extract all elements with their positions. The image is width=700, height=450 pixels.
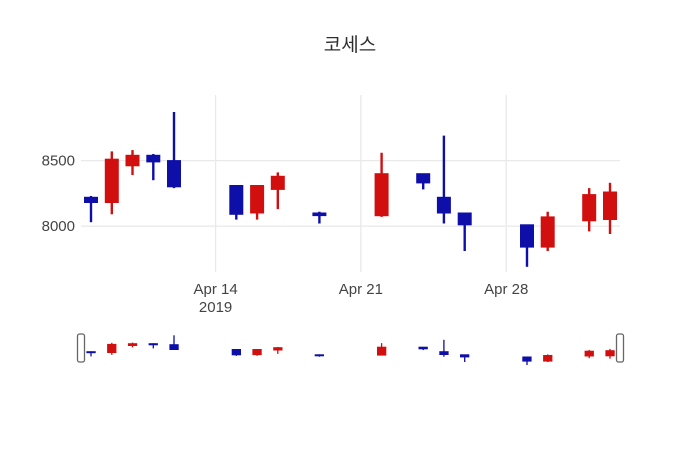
mini-candle-2019-04-12 — [169, 335, 179, 351]
candle-2019-04-25[interactable] — [436, 135, 451, 224]
candle-2019-04-10[interactable] — [125, 150, 140, 175]
x-tick-label-apr14: Apr 14 — [193, 281, 237, 298]
mini-candle-body — [86, 351, 96, 354]
candle-body — [520, 224, 534, 248]
candle-2019-04-26[interactable] — [457, 212, 472, 251]
mini-candle-body — [273, 347, 283, 351]
candle-body — [603, 191, 617, 220]
candle-body — [416, 173, 431, 184]
rangeslider-left-handle[interactable] — [76, 333, 86, 363]
candle-body — [582, 194, 597, 222]
candle-body — [125, 154, 140, 167]
candle-2019-04-17[interactable] — [270, 172, 285, 210]
mini-candle-body — [107, 343, 117, 353]
mini-candle-body — [127, 343, 138, 347]
x-axis-tick-labels: Apr 14 2019 Apr 21 Apr 28 — [193, 281, 528, 316]
mini-candle-body — [584, 350, 594, 357]
candle-2019-05-03[interactable] — [603, 182, 617, 234]
mini-candle-2019-04-26 — [459, 354, 470, 362]
candle-2019-04-30[interactable] — [540, 211, 555, 251]
candle-2019-05-02[interactable] — [582, 188, 597, 232]
rangeslider — [76, 328, 625, 370]
candle-2019-04-09[interactable] — [104, 151, 119, 215]
candle-body — [270, 175, 285, 190]
mini-candle-body — [439, 351, 449, 356]
candles-group — [84, 112, 617, 267]
mini-candle-body — [418, 346, 428, 350]
mini-candle-body — [169, 344, 179, 351]
mini-candle-body — [459, 354, 470, 358]
mini-candle-body — [543, 354, 553, 362]
mini-candle-2019-05-03 — [605, 348, 615, 359]
candle-2019-04-22[interactable] — [374, 152, 389, 217]
mini-candle-2019-04-24 — [418, 346, 428, 351]
mini-candle-2019-04-17 — [273, 346, 283, 354]
y-tick-label-8000: 8000 — [42, 218, 75, 235]
mini-candle-body — [148, 343, 158, 346]
candle-body — [84, 196, 98, 204]
mini-candle-2019-04-15 — [231, 348, 242, 356]
candle-body — [229, 185, 244, 215]
candle-2019-04-19[interactable] — [312, 211, 327, 224]
y-axis-tick-labels: 8500 8000 — [42, 153, 75, 236]
mini-candle-body — [314, 354, 325, 357]
candle-2019-04-15[interactable] — [229, 185, 244, 220]
x-tick-label-year-2019: 2019 — [199, 299, 232, 316]
x-tick-label-apr21: Apr 21 — [339, 281, 383, 298]
mini-candle-body — [522, 356, 532, 362]
rangeslider-mini-chart — [86, 335, 615, 365]
candle-body — [146, 154, 161, 163]
candle-2019-04-29[interactable] — [520, 224, 534, 267]
candle-body — [104, 158, 119, 203]
mini-candle-2019-04-11 — [148, 343, 158, 349]
mini-candle-2019-04-16 — [252, 348, 262, 356]
candle-2019-04-12[interactable] — [167, 112, 181, 189]
mini-candle-2019-04-29 — [522, 356, 532, 365]
mini-candle-2019-04-19 — [314, 354, 325, 357]
mini-candle-2019-04-09 — [107, 342, 117, 355]
candle-body — [457, 212, 472, 226]
mini-candle-2019-04-30 — [543, 354, 553, 362]
rangeslider-track[interactable] — [81, 328, 620, 370]
candle-2019-04-24[interactable] — [416, 173, 431, 190]
candle-body — [312, 212, 327, 217]
x-tick-label-apr28: Apr 28 — [484, 281, 528, 298]
mini-candle-body — [605, 350, 615, 357]
candle-2019-04-16[interactable] — [250, 185, 265, 220]
mini-candle-2019-04-22 — [376, 343, 387, 356]
candle-body — [374, 173, 389, 217]
y-tick-label-8500: 8500 — [42, 153, 75, 170]
mini-candle-body — [376, 346, 387, 356]
plot-area[interactable] — [81, 95, 620, 272]
candle-body — [540, 216, 555, 248]
mini-candle-2019-04-25 — [439, 339, 449, 357]
candle-body — [250, 185, 265, 214]
candle-body — [436, 196, 451, 214]
candle-2019-04-08[interactable] — [84, 196, 98, 223]
candle-2019-04-11[interactable] — [146, 154, 161, 181]
mini-candle-body — [231, 348, 242, 356]
mini-candle-2019-04-08 — [86, 351, 96, 357]
candle-body — [167, 160, 181, 188]
mini-candle-body — [252, 348, 262, 356]
mini-candle-2019-05-02 — [584, 349, 594, 359]
mini-candle-2019-04-10 — [127, 342, 138, 348]
rangeslider-right-handle[interactable] — [615, 333, 625, 363]
chart-title: 코세스 — [324, 34, 376, 56]
